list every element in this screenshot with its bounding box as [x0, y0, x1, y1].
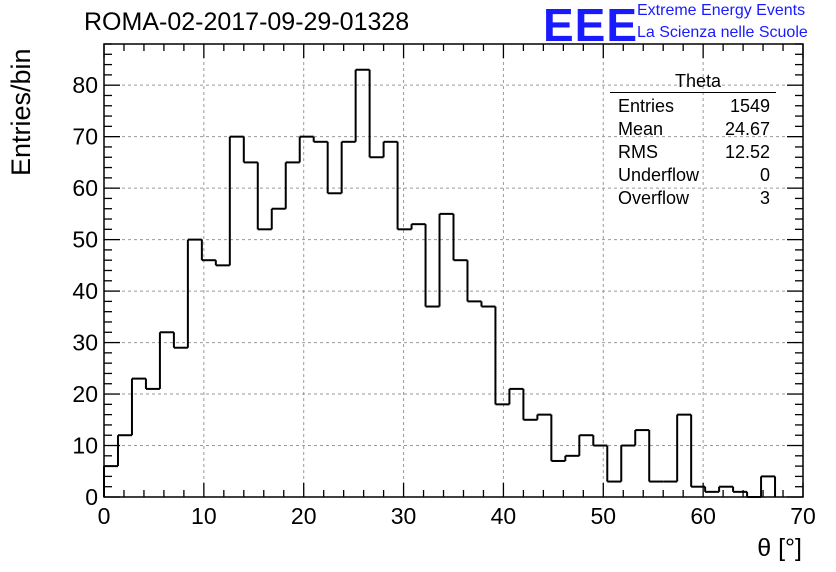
- y-tick-label: 60: [72, 175, 98, 201]
- x-tick-label: 50: [590, 503, 616, 529]
- logo-text-line1: Extreme Energy Events: [637, 2, 806, 19]
- x-tick-label: 0: [98, 503, 111, 529]
- y-tick-label: 0: [85, 484, 98, 510]
- x-tick-label: 30: [391, 503, 417, 529]
- stats-divider: [610, 92, 776, 93]
- chart-title: ROMA-02-2017-09-29-01328: [84, 8, 410, 36]
- histogram-series: [103, 68, 777, 498]
- stats-row: Mean 24.67: [612, 118, 776, 141]
- stats-label: Mean: [618, 119, 664, 139]
- y-tick-label: 10: [72, 433, 98, 459]
- y-tick-label: 80: [72, 72, 98, 98]
- y-tick-label: 30: [72, 330, 98, 356]
- x-tick-label: 20: [291, 503, 317, 529]
- y-tick-label: 40: [72, 278, 98, 304]
- stats-row: Overflow 3: [612, 187, 776, 210]
- stats-label: Underflow: [618, 165, 700, 185]
- y-axis-label: Entries/bin: [6, 48, 36, 176]
- stats-row: RMS 12.52: [612, 141, 776, 164]
- x-tick-label: 10: [191, 503, 217, 529]
- stats-value: 0: [759, 165, 770, 185]
- x-tick-label: 70: [790, 503, 816, 529]
- y-tick-label: 70: [72, 124, 98, 150]
- stats-title: Theta: [674, 71, 722, 91]
- stats-value: 12.52: [724, 142, 770, 162]
- x-tick-label: 60: [690, 503, 716, 529]
- logo-text-line2: La Scienza nelle Scuole: [637, 24, 808, 41]
- y-tick-label: 20: [72, 381, 98, 407]
- x-tick-label: 40: [491, 503, 517, 529]
- y-tick-label: 50: [72, 227, 98, 253]
- stats-box: Theta Entries 1549 Mean 24.67 RMS 12.52 …: [610, 70, 776, 210]
- x-axis-label: θ [°]: [757, 534, 802, 562]
- stats-row: Entries 1549: [612, 95, 776, 118]
- stats-label: Entries: [618, 96, 675, 116]
- stats-label: Overflow: [618, 188, 690, 208]
- axes: [103, 43, 804, 498]
- stats-label: RMS: [618, 142, 658, 162]
- eee-logo: EEE: [543, 0, 639, 51]
- stats-value: 3: [759, 188, 770, 208]
- stats-row: Underflow 0: [612, 164, 776, 187]
- stats-value: 24.67: [724, 119, 770, 139]
- stats-value: 1549: [729, 96, 770, 116]
